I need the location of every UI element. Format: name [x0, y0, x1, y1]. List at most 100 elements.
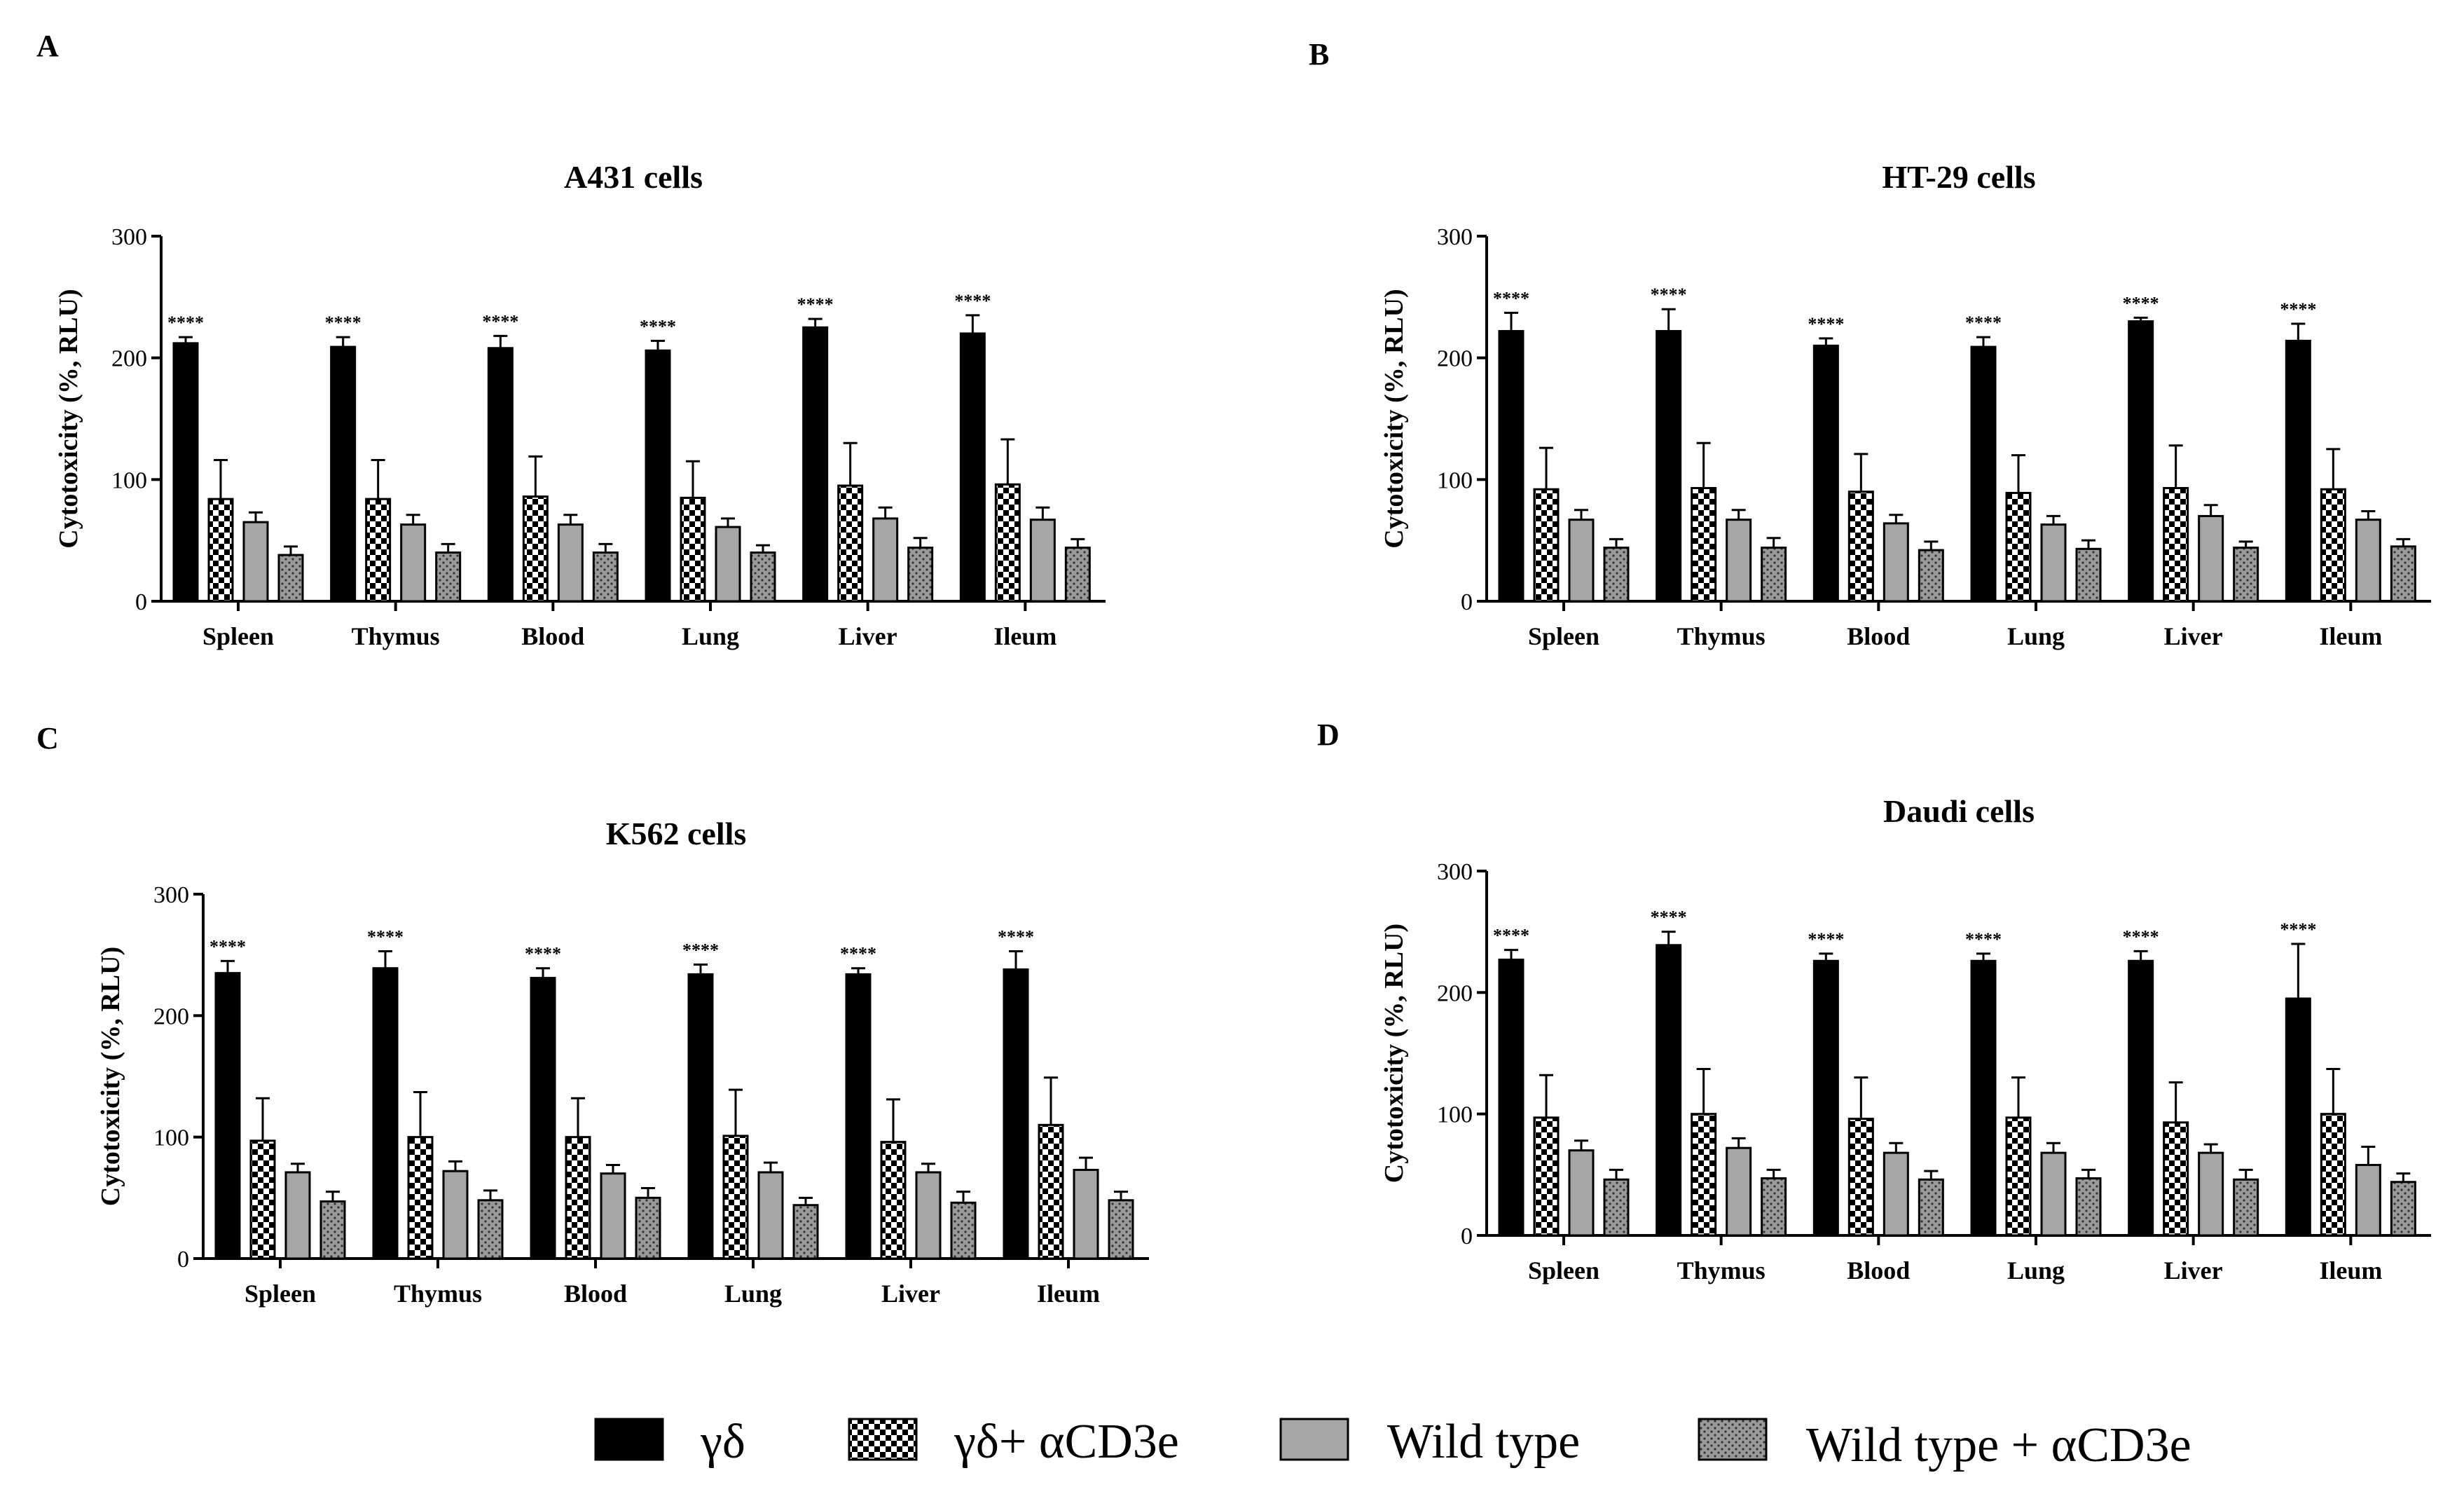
bar-wild-type-thymus	[400, 523, 427, 603]
bar-wild-type-spleen	[284, 1171, 311, 1260]
category-label: Thymus	[1677, 622, 1766, 650]
bar-gd-blood	[530, 977, 556, 1260]
bar-wild-type-acd3e-thymus	[435, 551, 462, 603]
bar-wild-type-thymus	[1726, 519, 1752, 603]
category-label: Liver	[2164, 622, 2223, 650]
category-label: Spleen	[1528, 622, 1599, 650]
y-tick-label: 200	[1437, 346, 1473, 372]
bar-wild-type-acd3e-spleen	[1603, 547, 1630, 603]
y-tick-label: 300	[1437, 859, 1473, 885]
y-tick-label: 0	[1461, 1224, 1473, 1249]
bar-wild-type-acd3e-liver	[950, 1201, 977, 1260]
category-label: Spleen	[202, 622, 274, 650]
y-tick-label: 100	[1437, 467, 1473, 493]
bar-gd-spleen	[172, 342, 199, 603]
chart-title: A431 cells	[564, 159, 703, 195]
bar-gd-acd3e-spleen	[1533, 488, 1560, 603]
bar-wild-type-acd3e-ileum	[2390, 545, 2416, 603]
category-label: Thymus	[394, 1280, 482, 1308]
bar-gd-spleen	[1498, 329, 1524, 603]
bar-wild-type-blood	[1883, 1151, 1909, 1237]
y-tick-label: 0	[135, 589, 147, 615]
category-label: Lung	[682, 622, 739, 650]
bar-gd-spleen	[214, 972, 241, 1260]
y-tick-label: 300	[1437, 224, 1473, 250]
significance-mark: ****	[1808, 929, 1844, 950]
bar-gd-acd3e-spleen	[1533, 1116, 1560, 1237]
chart-ht29: HT-29 cells Cytotoxicity (%, RLU) 0 100 200 3…	[1379, 159, 2431, 650]
significance-mark: ****	[2123, 293, 2159, 313]
bar-gd-acd3e-ileum	[2320, 1113, 2346, 1237]
category-label: Blood	[1847, 622, 1910, 650]
chart-title: K562 cells	[606, 816, 747, 851]
bar-gd-thymus	[372, 967, 399, 1260]
y-axis-label: Cytotoxicity (%, RLU)	[96, 947, 125, 1206]
category-label: Ileum	[993, 622, 1057, 650]
bar-wild-type-liver	[915, 1171, 942, 1260]
bar-wild-type-liver	[2198, 1151, 2224, 1237]
category-label: Liver	[839, 622, 897, 650]
bar-gd-lung	[1970, 959, 1997, 1237]
bar-gd-acd3e-blood	[522, 495, 549, 603]
bar-gd-ileum	[1003, 968, 1029, 1260]
significance-mark: ****	[1965, 313, 2002, 333]
bar-gd-acd3e-lung	[680, 496, 706, 603]
y-tick-label: 300	[153, 882, 189, 908]
bar-wild-type-blood	[1883, 522, 1909, 603]
bar-gd-acd3e-lung	[2005, 1116, 2032, 1237]
y-tick-label: 300	[111, 224, 147, 250]
bar-wild-type-spleen	[242, 521, 269, 603]
bar-gd-acd3e-liver	[837, 484, 864, 603]
bar-gd-ileum	[2285, 997, 2311, 1237]
category-label: Lung	[2007, 1256, 2065, 1284]
bar-gd-liver	[802, 326, 829, 603]
category-label: Ileum	[2319, 1256, 2382, 1284]
bar-gd-blood	[487, 347, 514, 603]
bar-gd-acd3e-blood	[1847, 491, 1874, 603]
bar-wild-type-spleen	[1568, 1149, 1595, 1237]
bar-gd-spleen	[1498, 959, 1524, 1237]
category-label: Liver	[881, 1280, 940, 1308]
category-label: Lung	[724, 1280, 782, 1308]
bar-wild-type-acd3e-thymus	[1761, 1177, 1787, 1237]
significance-mark: ****	[2280, 299, 2316, 320]
y-tick-label: 200	[153, 1003, 189, 1029]
bar-gd-acd3e-thymus	[1691, 486, 1717, 603]
bar-wild-type-lung	[715, 526, 741, 603]
category-label: Spleen	[245, 1280, 316, 1308]
bar-wild-type-acd3e-blood	[635, 1196, 661, 1260]
bar-wild-type-acd3e-lung	[2075, 547, 2102, 603]
chart-daudi: Daudi cells Cytotoxicity (%, RLU) 0 100 200 3…	[1379, 793, 2431, 1284]
bar-gd-liver	[845, 973, 872, 1260]
bar-gd-ileum	[959, 332, 986, 603]
significance-mark: ****	[325, 313, 362, 333]
significance-mark: ****	[1651, 285, 1687, 305]
bar-gd-acd3e-ileum	[2320, 488, 2346, 603]
bar-wild-type-lung	[2040, 523, 2067, 603]
bar-wild-type-ileum	[1029, 519, 1056, 603]
panel-letter-b: B	[1309, 37, 1329, 71]
bar-gd-thymus	[1656, 944, 1682, 1237]
bar-wild-type-acd3e-blood	[1918, 1178, 1944, 1237]
legend-swatch-gd-acd3e	[848, 1418, 918, 1461]
bar-gd-lung	[1970, 345, 1997, 603]
significance-mark: ****	[209, 936, 246, 957]
bar-wild-type-lung	[2040, 1151, 2067, 1237]
bar-gd-acd3e-thymus	[365, 498, 392, 603]
bar-wild-type-acd3e-lung	[750, 551, 776, 603]
bar-gd-acd3e-thymus	[1691, 1113, 1717, 1237]
significance-mark: ****	[840, 944, 876, 964]
legend-label-gd-acd3e: γδ+ αCD3e	[954, 1415, 1179, 1469]
bar-wild-type-acd3e-liver	[2233, 1178, 2259, 1237]
bar-wild-type-acd3e-thymus	[1761, 547, 1787, 603]
chart-title: HT-29 cells	[1882, 159, 2035, 195]
category-label: Blood	[521, 622, 584, 650]
bar-wild-type-acd3e-blood	[592, 551, 619, 603]
panel-letter-d: D	[1317, 718, 1340, 752]
significance-mark: ****	[1493, 288, 1529, 308]
bar-wild-type-acd3e-spleen	[277, 554, 304, 603]
panel-letter-c: C	[36, 721, 59, 755]
category-label: Ileum	[1037, 1280, 1100, 1308]
bar-wild-type-ileum	[2355, 519, 2381, 603]
bar-wild-type-lung	[757, 1171, 784, 1260]
